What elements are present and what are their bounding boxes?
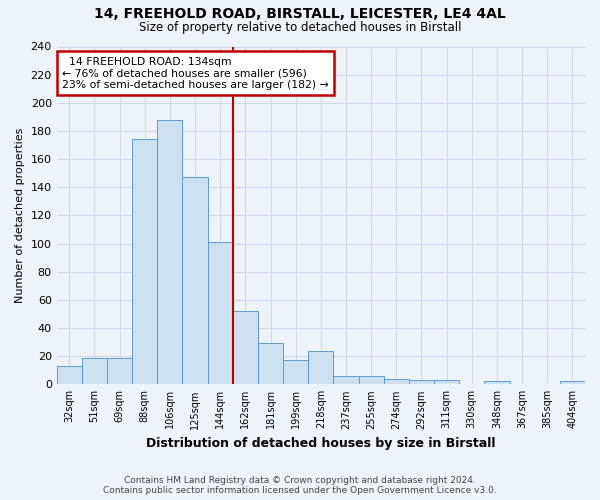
Bar (157, 120, 182, 384)
Bar (132, 140, 157, 384)
Bar (208, 242, 233, 384)
Bar (409, 380, 434, 384)
Text: 14 FREEHOLD ROAD: 134sqm
← 76% of detached houses are smaller (596)
23% of semi-: 14 FREEHOLD ROAD: 134sqm ← 76% of detach… (62, 56, 329, 90)
Bar (56, 366, 82, 384)
Text: Contains HM Land Registry data © Crown copyright and database right 2024.
Contai: Contains HM Land Registry data © Crown c… (103, 476, 497, 495)
X-axis label: Distribution of detached houses by size in Birstall: Distribution of detached houses by size … (146, 437, 496, 450)
Bar (258, 344, 283, 384)
Bar (434, 380, 459, 384)
Text: 14, FREEHOLD ROAD, BIRSTALL, LEICESTER, LE4 4AL: 14, FREEHOLD ROAD, BIRSTALL, LEICESTER, … (94, 8, 506, 22)
Bar (308, 350, 334, 384)
Bar (359, 376, 384, 384)
Y-axis label: Number of detached properties: Number of detached properties (15, 128, 25, 303)
Bar (334, 376, 359, 384)
Bar (107, 358, 132, 384)
Bar (233, 311, 258, 384)
Text: Size of property relative to detached houses in Birstall: Size of property relative to detached ho… (139, 21, 461, 34)
Bar (283, 360, 308, 384)
Bar (484, 382, 509, 384)
Bar (384, 378, 409, 384)
Bar (560, 382, 585, 384)
Bar (82, 358, 107, 384)
Bar (182, 178, 208, 384)
